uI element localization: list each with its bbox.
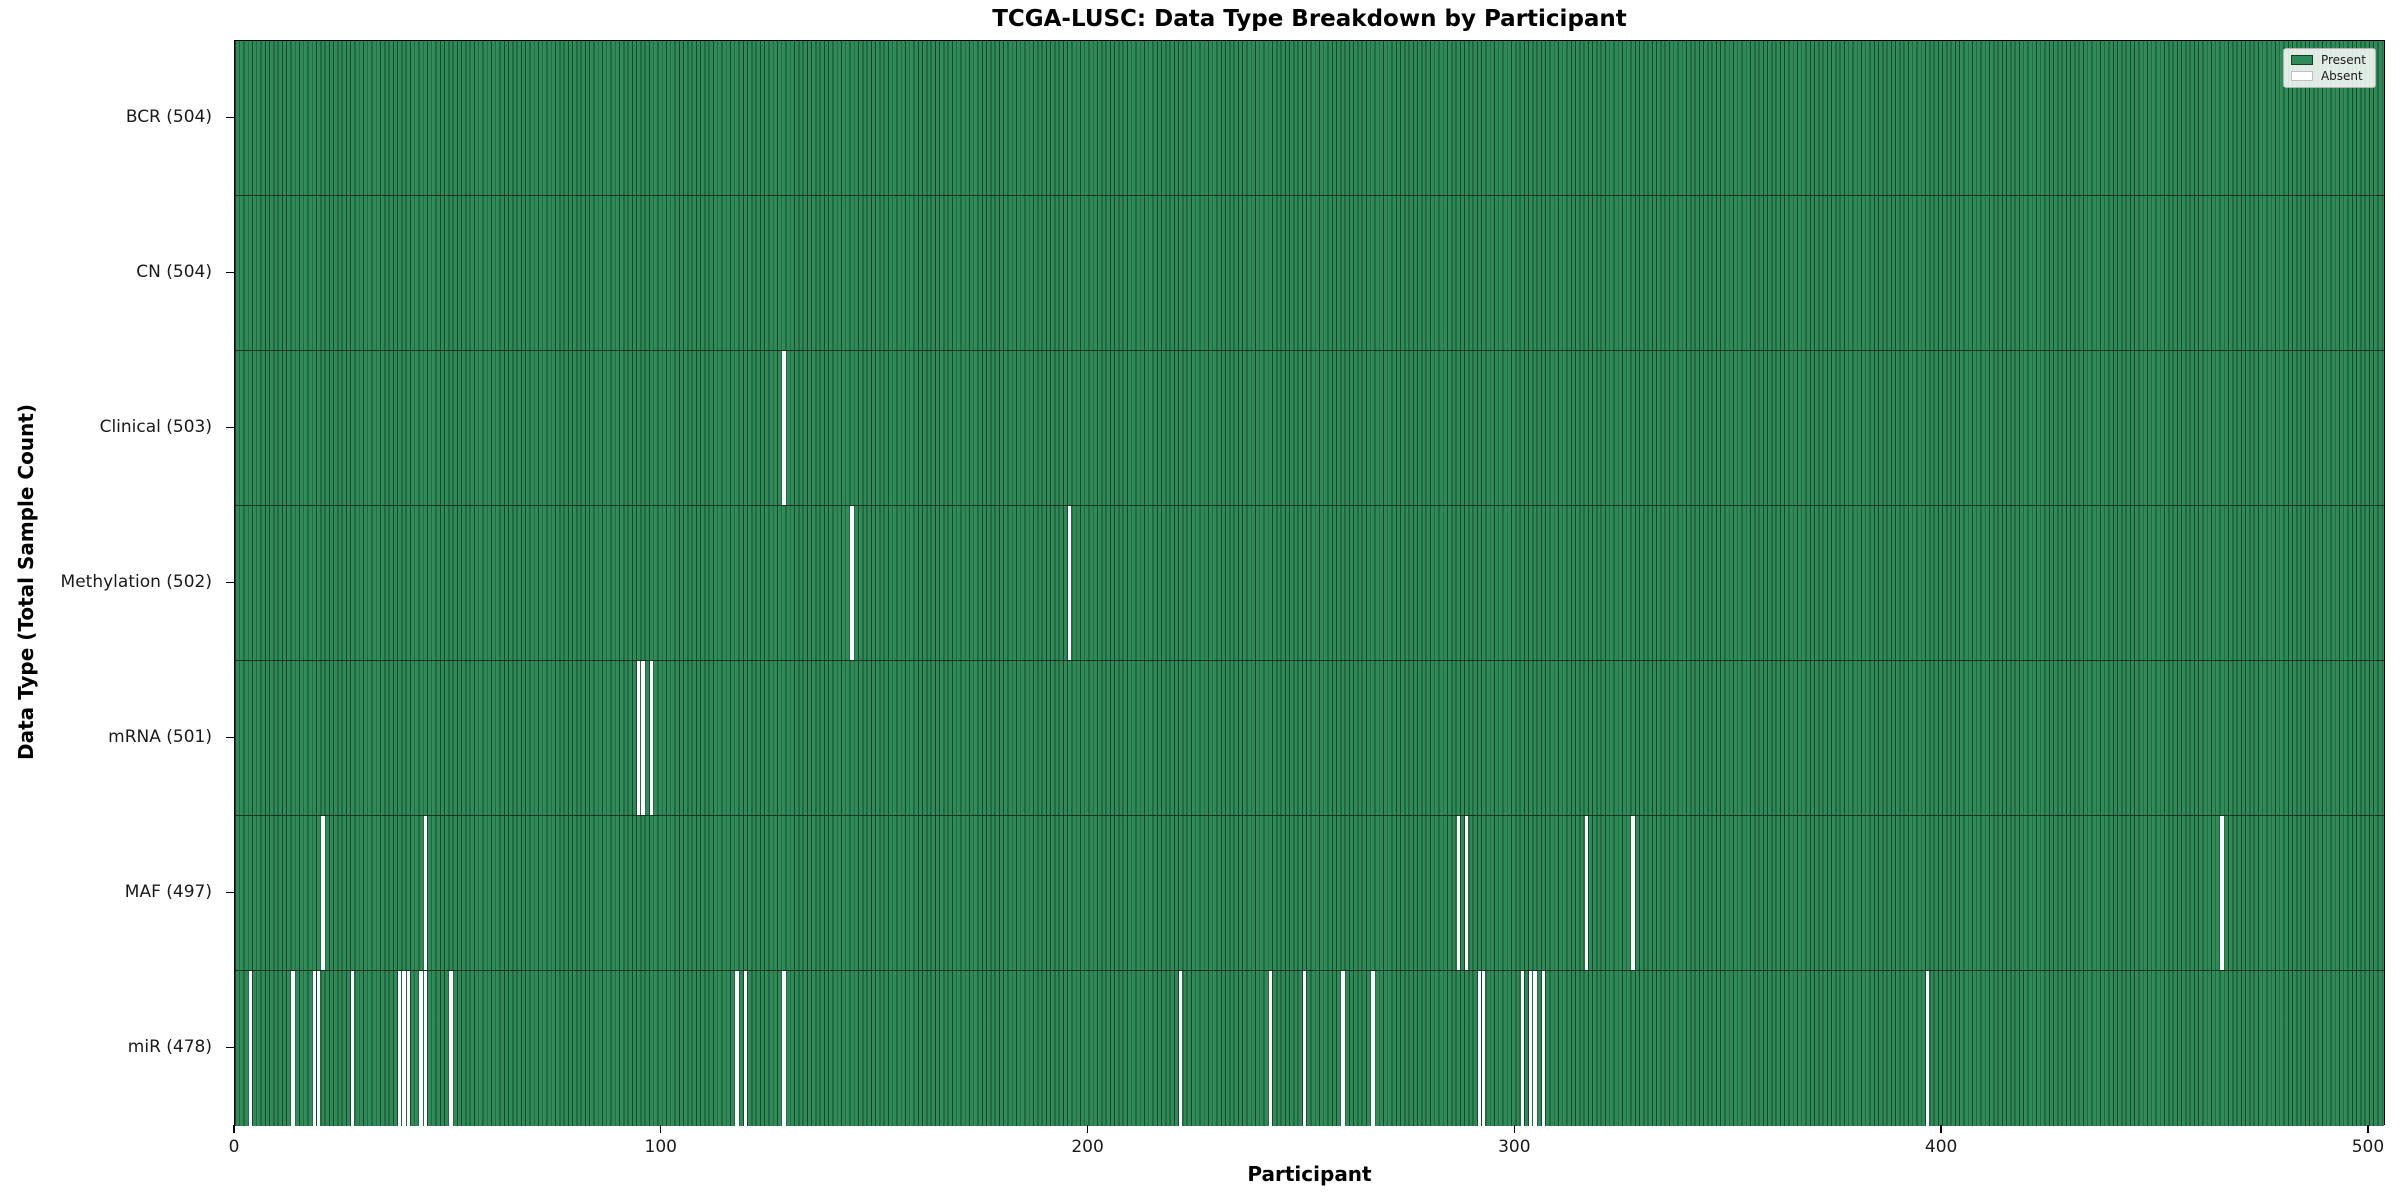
y-tick-label: Clinical (503) xyxy=(99,416,212,437)
absent-marker xyxy=(406,971,410,1126)
absent-marker xyxy=(1371,971,1375,1126)
legend-label: Absent xyxy=(2320,69,2363,83)
absent-marker xyxy=(1268,971,1273,1126)
y-tick-mark xyxy=(226,891,234,894)
absent-marker xyxy=(1533,971,1537,1126)
absent-marker xyxy=(351,971,355,1126)
legend: Present Absent xyxy=(2282,48,2376,88)
absent-marker xyxy=(248,971,253,1126)
absent-marker xyxy=(312,971,317,1126)
absent-marker xyxy=(782,971,786,1126)
legend-swatch-present xyxy=(2290,55,2313,65)
legend-label: Present xyxy=(2320,53,2366,67)
row-MAF xyxy=(235,816,2384,971)
absent-marker xyxy=(316,971,321,1126)
y-tick-label: mRNA (501) xyxy=(108,726,212,747)
row-Methylation xyxy=(235,506,2384,661)
absent-marker xyxy=(1179,971,1183,1126)
legend-entry-absent: Absent xyxy=(2290,69,2366,83)
x-tick-mark xyxy=(2367,1125,2369,1133)
legend-entry-present: Present xyxy=(2290,53,2366,67)
row-CN xyxy=(235,196,2384,351)
absent-marker xyxy=(1584,816,1588,970)
absent-marker xyxy=(850,506,854,660)
x-tick-mark xyxy=(660,1125,662,1133)
absent-marker xyxy=(782,351,786,505)
x-tick-mark xyxy=(1940,1125,1942,1133)
y-tick-label: BCR (504) xyxy=(125,106,212,127)
y-tick-mark xyxy=(226,116,234,119)
x-tick-label: 400 xyxy=(1924,1137,1958,1157)
absent-marker xyxy=(1068,506,1072,660)
y-tick-mark xyxy=(226,736,234,739)
absent-marker xyxy=(649,661,654,815)
absent-marker xyxy=(449,971,453,1126)
absent-marker xyxy=(398,971,402,1126)
y-tick-mark xyxy=(226,1046,234,1049)
row-miR xyxy=(235,971,2384,1126)
absent-marker xyxy=(1477,971,1482,1126)
absent-marker xyxy=(1520,971,1524,1126)
absent-marker xyxy=(423,816,428,970)
absent-marker xyxy=(1456,816,1460,970)
x-tick-mark xyxy=(1513,1125,1516,1133)
absent-marker xyxy=(641,661,645,815)
legend-swatch-absent xyxy=(2290,71,2313,81)
absent-marker xyxy=(291,971,295,1126)
x-tick-label: 100 xyxy=(644,1137,677,1157)
x-tick-label: 300 xyxy=(1498,1137,1531,1157)
absent-marker xyxy=(1482,971,1486,1126)
absent-marker xyxy=(1541,971,1546,1126)
absent-marker xyxy=(1302,971,1307,1126)
y-tick-mark xyxy=(226,426,234,429)
x-tick-mark xyxy=(233,1125,235,1133)
absent-marker xyxy=(321,816,325,970)
chart-title: TCGA-LUSC: Data Type Breakdown by Partic… xyxy=(992,6,1627,32)
x-tick-label: 200 xyxy=(1071,1137,1104,1157)
absent-marker xyxy=(1925,971,1930,1126)
absent-marker xyxy=(637,661,641,815)
row-mRNA xyxy=(235,661,2384,816)
row-Clinical xyxy=(235,351,2384,506)
absent-marker xyxy=(735,971,739,1126)
y-tick-label: MAF (497) xyxy=(124,881,212,902)
y-tick-label: CN (504) xyxy=(136,261,212,282)
y-tick-label: Methylation (502) xyxy=(60,571,212,592)
absent-marker xyxy=(1341,971,1345,1126)
absent-marker xyxy=(402,971,406,1126)
plot-area: Present Absent xyxy=(234,40,2385,1126)
y-tick-label: miR (478) xyxy=(127,1036,212,1057)
x-tick-label: 0 xyxy=(228,1137,240,1157)
x-tick-mark xyxy=(1086,1125,1089,1133)
y-tick-mark xyxy=(226,271,234,274)
absent-marker xyxy=(1465,816,1469,970)
x-tick-label: 500 xyxy=(2351,1137,2385,1157)
absent-marker xyxy=(419,971,423,1126)
absent-marker xyxy=(1529,971,1533,1126)
row-BCR xyxy=(235,41,2384,196)
x-axis-title: Participant xyxy=(1247,1162,1372,1186)
absent-marker xyxy=(423,971,428,1126)
absent-marker xyxy=(2220,816,2224,970)
absent-marker xyxy=(1631,816,1635,970)
absent-marker xyxy=(743,971,748,1126)
y-tick-mark xyxy=(226,581,234,584)
